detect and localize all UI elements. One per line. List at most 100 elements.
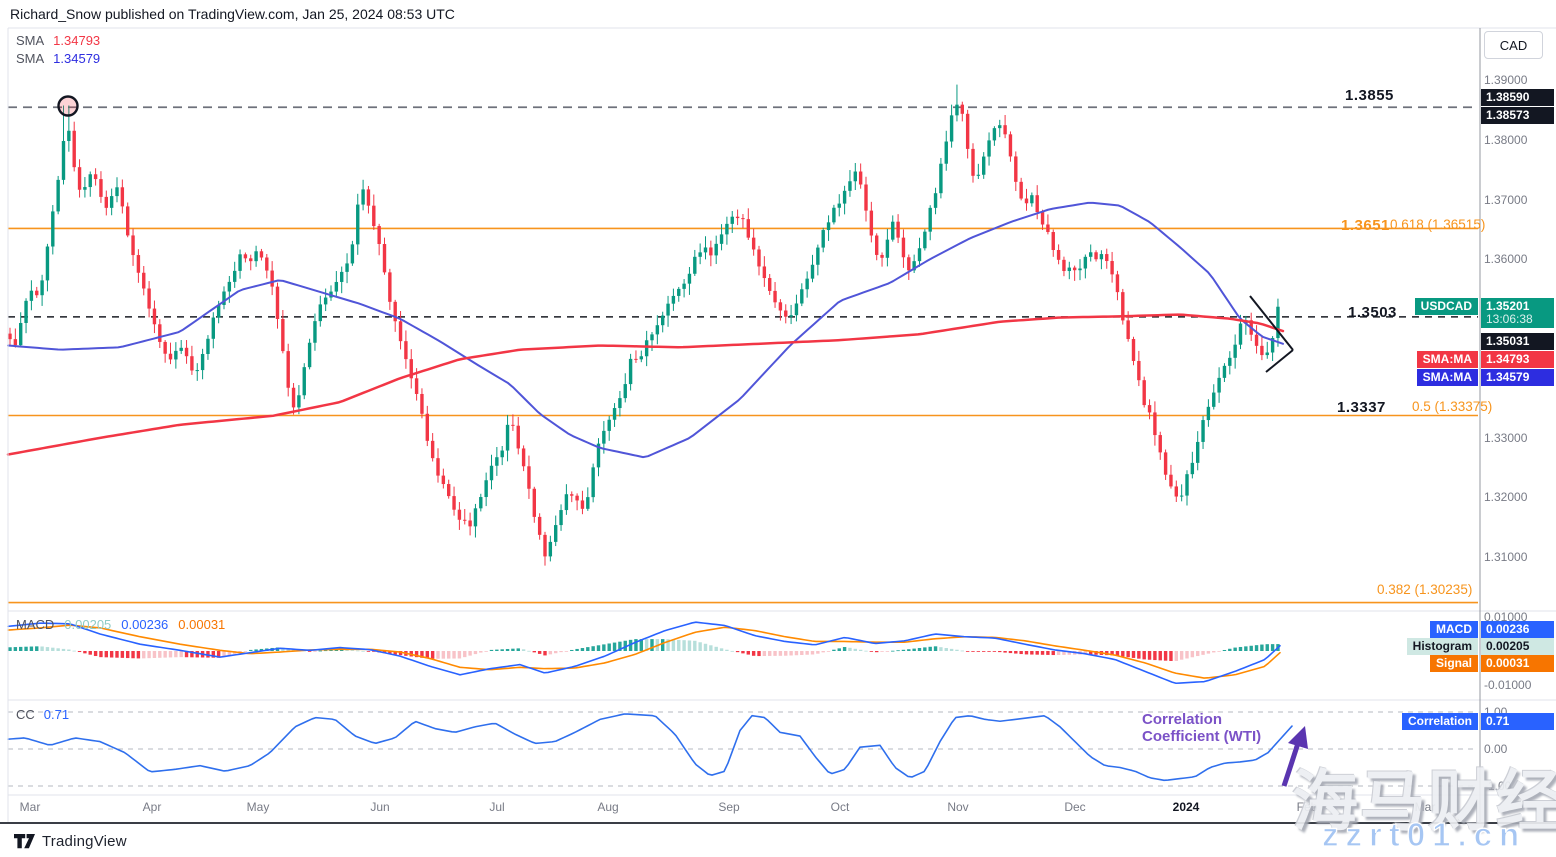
macd-hist-bar (1056, 651, 1061, 655)
indicator-legend: SMA 1.34793 SMA 1.34579 (16, 31, 100, 67)
candle-body (254, 251, 258, 262)
candle-body (211, 317, 215, 339)
macd-hist-bar (564, 651, 569, 652)
macd-hist-bar (719, 648, 724, 651)
candle-body (8, 333, 12, 340)
cc-legend-row[interactable]: CC 0.71 (16, 707, 69, 722)
macd-legend-row[interactable]: MACD 0.00205 0.00236 0.00031 (16, 617, 225, 632)
candle-body (126, 206, 130, 236)
candle-body (548, 541, 553, 557)
macd-hist-bar (29, 646, 34, 651)
macd-hist-bar (361, 650, 365, 652)
candle-body (837, 203, 841, 208)
candle-body (939, 163, 943, 194)
candle-body (1270, 338, 1275, 353)
macd-hist-bar (216, 651, 221, 658)
macd-hist-bar (832, 649, 836, 651)
macd-hist-bar (933, 646, 938, 651)
level-text-label: 0.5 (1.33375) (1412, 399, 1493, 414)
sma-blue-value: 1.34579 (53, 50, 101, 66)
macd-hist-bar (762, 651, 767, 656)
macd-hist-bar (393, 651, 397, 655)
candle-body (842, 190, 847, 204)
axis-value-label: 1.38590 (1481, 89, 1554, 106)
macd-hist-bar (72, 650, 76, 652)
candle-body (1099, 254, 1104, 260)
month-label: Apr (142, 800, 162, 814)
candle-body (109, 196, 114, 208)
candle-body (479, 497, 483, 509)
macd-hist-bar (227, 651, 232, 656)
candle-body (575, 495, 579, 501)
candle-body (430, 440, 435, 459)
macd-hist-bar (853, 648, 857, 651)
macd-hist-bar (468, 651, 472, 656)
sma-blue-legend-row[interactable]: SMA 1.34579 (16, 49, 100, 67)
watermark-cjk: 海马财经 (1292, 764, 1556, 838)
macd-hist-bar (1265, 644, 1269, 651)
macd-hist-bar (928, 646, 932, 651)
month-label: Mar (19, 800, 41, 814)
candle-body (1056, 250, 1061, 260)
macd-hist-bar (179, 651, 183, 658)
candle-body (992, 128, 997, 141)
candle-body (543, 534, 547, 557)
currency-button[interactable]: CAD (1484, 31, 1543, 59)
macd-hist-bar (623, 640, 627, 651)
macd-hist-bar (982, 651, 986, 652)
candle-body (222, 291, 226, 305)
macd-hist-value: 0.00205 (64, 617, 112, 632)
macd-hist-bar (789, 651, 793, 656)
tradingview-brand-link[interactable]: TradingView (42, 833, 127, 850)
macd-hist-bar (746, 651, 750, 655)
candle-body (907, 257, 911, 271)
macd-hist-bar (527, 650, 531, 652)
candle-body (1072, 267, 1077, 271)
macd-hist-bar (521, 649, 526, 651)
macd-hist-bar (345, 649, 349, 651)
candle-body (441, 475, 446, 485)
macd-hist-bar (1179, 651, 1184, 660)
macd-hist-bar (1046, 651, 1050, 655)
candle-body (698, 252, 702, 257)
candle-body (709, 247, 713, 256)
candle-body (789, 315, 793, 317)
candle-body (816, 247, 820, 265)
candle-body (1201, 420, 1205, 442)
macd-hist-bar (628, 639, 633, 651)
candle-body (1212, 392, 1216, 407)
candle-body (233, 270, 237, 282)
price-tick-label: 1.38000 (1484, 133, 1528, 147)
price-tick-label: 1.31000 (1484, 549, 1528, 564)
month-label: Sep (718, 800, 740, 814)
macd-hist-bar (976, 651, 981, 652)
macd-hist-bar (457, 651, 462, 659)
candle-body (1019, 181, 1023, 199)
macd-hist-bar (366, 651, 371, 652)
macd-hist-bar (810, 651, 815, 655)
candle-body (971, 148, 975, 176)
candle-body (318, 304, 322, 322)
macd-hist-bar (596, 645, 601, 651)
macd-hist-bar (971, 651, 975, 652)
candle-body (366, 189, 371, 206)
candle-body (917, 248, 922, 262)
sma-red-legend-row[interactable]: SMA 1.34793 (16, 31, 100, 49)
macd-hist-bar (1115, 651, 1120, 656)
tradingview-logo-icon[interactable] (14, 834, 35, 849)
macd-hist-bar (1110, 651, 1114, 656)
macd-hist-bar (965, 651, 970, 652)
macd-hist-bar (580, 648, 585, 651)
macd-hist-bar (730, 650, 734, 652)
candle-body (1067, 267, 1071, 272)
macd-hist-bar (51, 647, 55, 651)
candle-body (158, 324, 162, 342)
macd-hist-bar (13, 647, 18, 651)
candle-body (928, 207, 932, 232)
candle-body (618, 398, 622, 409)
macd-hist-bar (254, 649, 258, 651)
candle-body (13, 339, 18, 346)
macd-hist-bar (163, 651, 167, 658)
macd-hist-bar (484, 651, 488, 652)
